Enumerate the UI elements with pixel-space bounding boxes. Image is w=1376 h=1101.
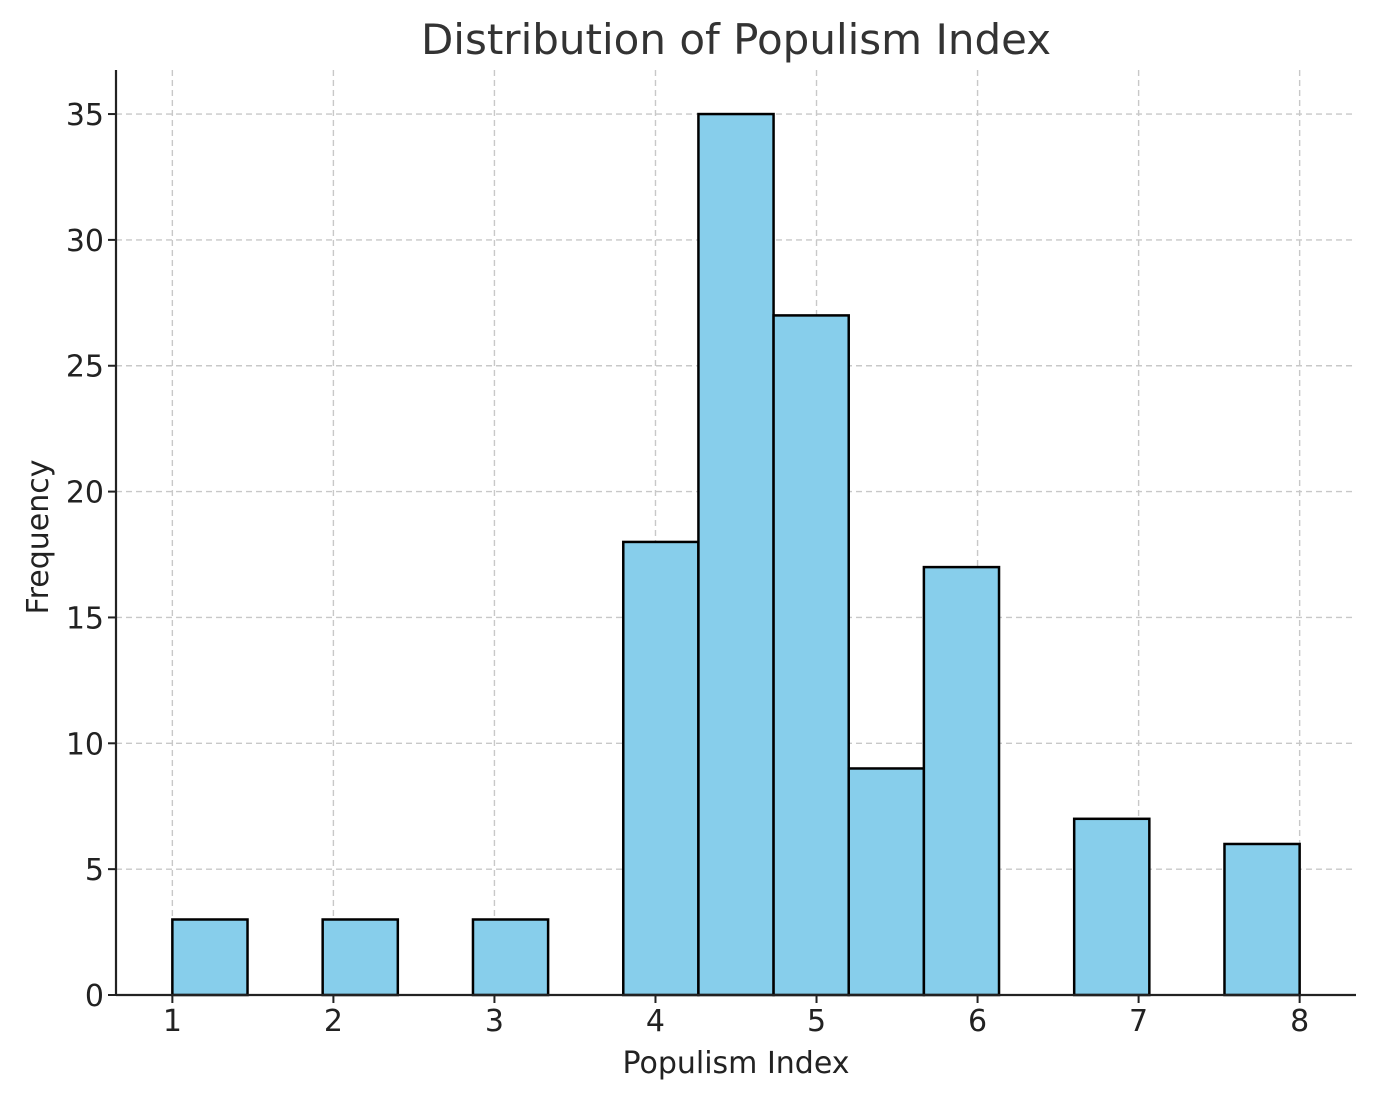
y-tick-label: 10 <box>66 727 104 762</box>
y-tick-label: 0 <box>85 979 104 1014</box>
y-tick-label: 20 <box>66 476 104 511</box>
x-tick-label: 8 <box>1290 1004 1309 1039</box>
histogram-bar <box>321 918 400 997</box>
histogram-bar <box>471 918 550 997</box>
y-ticks: 0 5 10 15 20 25 30 35 <box>66 98 116 1014</box>
histogram-bar <box>772 314 850 997</box>
x-tick-label: 7 <box>1129 1004 1148 1039</box>
y-tick-label: 15 <box>66 601 104 636</box>
x-tick-label: 3 <box>485 1004 504 1039</box>
y-tick-label: 30 <box>66 224 104 259</box>
x-axis-label: Populism Index <box>622 1046 849 1081</box>
histogram-bar <box>171 918 249 997</box>
histogram-bar <box>1072 817 1151 997</box>
histogram-bar <box>1223 842 1301 997</box>
x-tick-label: 6 <box>968 1004 987 1039</box>
axes <box>114 70 1356 997</box>
y-tick-label: 5 <box>85 853 104 888</box>
x-ticks: 1 2 3 4 5 6 7 8 <box>163 995 1309 1039</box>
histogram-bar <box>697 112 775 997</box>
histogram-bar <box>922 565 1001 997</box>
histogram-bar <box>622 540 700 997</box>
x-tick-label: 4 <box>646 1004 665 1039</box>
y-axis-label: Frequency <box>21 460 56 615</box>
chart-title: Distribution of Populism Index <box>421 15 1051 64</box>
histogram-bar <box>847 767 926 997</box>
x-tick-label: 2 <box>324 1004 343 1039</box>
y-tick-label: 25 <box>66 350 104 385</box>
bars <box>171 112 1301 997</box>
x-tick-label: 5 <box>807 1004 826 1039</box>
y-tick-label: 35 <box>66 98 104 133</box>
x-tick-label: 1 <box>163 1004 182 1039</box>
